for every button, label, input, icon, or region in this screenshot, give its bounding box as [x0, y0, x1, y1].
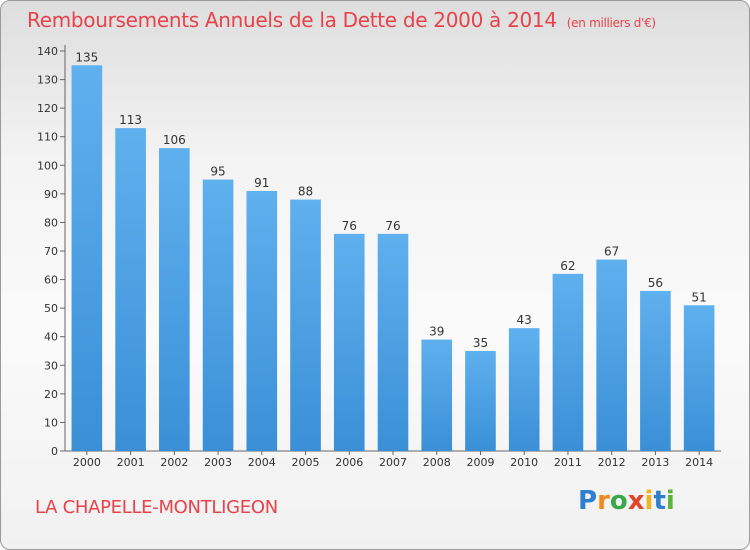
x-tick-label: 2004	[248, 456, 276, 469]
bar	[202, 179, 234, 452]
logo-letter: P	[578, 486, 598, 516]
bar	[71, 65, 103, 452]
x-tick-label: 2001	[117, 456, 145, 469]
y-tick-label: 80	[44, 216, 58, 229]
x-tick-label: 2014	[685, 456, 713, 469]
y-tick-label: 140	[37, 45, 58, 58]
x-tick-label: 2008	[423, 456, 451, 469]
bar	[421, 339, 453, 451]
chart-title-text: Remboursements Annuels de la Dette de 20…	[27, 8, 557, 32]
logo-letter: i	[665, 486, 675, 516]
bar-value-label: 43	[517, 313, 532, 327]
bar	[115, 128, 146, 451]
bar	[596, 259, 627, 451]
y-tick-label: 70	[44, 245, 58, 258]
y-tick-label: 50	[44, 302, 58, 315]
bar	[159, 148, 190, 451]
y-tick-label: 90	[44, 188, 58, 201]
y-tick-label: 10	[44, 416, 58, 429]
y-tick-label: 110	[37, 131, 58, 144]
bar-value-label: 113	[119, 113, 142, 127]
bar	[508, 328, 540, 451]
bar-value-label: 56	[648, 276, 663, 290]
x-tick-label: 2007	[379, 456, 407, 469]
bar-value-label: 106	[163, 133, 186, 147]
bar	[465, 351, 496, 451]
x-tick-label: 2005	[292, 456, 320, 469]
y-tick-label: 20	[44, 388, 58, 401]
logo-letter: r	[597, 486, 610, 516]
bar-value-label: 67	[604, 245, 619, 259]
bar	[377, 233, 409, 451]
bar-value-label: 62	[560, 259, 575, 273]
x-tick-label: 2000	[73, 456, 101, 469]
y-tick-label: 30	[44, 359, 58, 372]
x-tick-label: 2011	[554, 456, 582, 469]
x-tick-label: 2010	[510, 456, 538, 469]
y-tick-label: 60	[44, 274, 58, 287]
bar	[640, 291, 671, 451]
y-tick-label: 0	[51, 445, 58, 458]
x-tick-label: 2003	[204, 456, 232, 469]
bar-value-label: 51	[691, 290, 706, 304]
bar-value-label: 35	[473, 336, 488, 350]
x-tick-label: 2006	[335, 456, 363, 469]
y-tick-label: 100	[37, 159, 58, 172]
chart-title: Remboursements Annuels de la Dette de 20…	[27, 8, 656, 32]
logo-letter: o	[609, 486, 628, 516]
bar-value-label: 39	[429, 325, 444, 339]
bar-value-label: 135	[75, 50, 98, 64]
bar-value-label: 88	[298, 185, 313, 199]
logo-letter: x	[627, 486, 645, 516]
bar-value-label: 76	[385, 219, 400, 233]
x-tick-label: 2013	[641, 456, 669, 469]
city-name: LA CHAPELLE-MONTLIGEON	[35, 497, 278, 518]
logo-letter: t	[653, 486, 666, 516]
x-tick-label: 2009	[466, 456, 494, 469]
chart-subtitle: (en milliers d'€)	[566, 16, 656, 30]
bar-value-label: 76	[342, 219, 357, 233]
bar	[683, 305, 715, 451]
bar	[246, 191, 278, 451]
bar	[290, 199, 321, 451]
x-tick-label: 2012	[598, 456, 626, 469]
bar	[552, 273, 584, 451]
bar-value-label: 91	[254, 176, 269, 190]
bar	[333, 233, 365, 451]
y-tick-label: 120	[37, 102, 58, 115]
logo-letter: i	[644, 486, 654, 516]
bar-value-label: 95	[210, 165, 225, 179]
x-tick-label: 2002	[160, 456, 188, 469]
y-tick-label: 40	[44, 331, 58, 344]
proxiti-logo: Proxiti	[578, 486, 675, 516]
y-tick-label: 130	[37, 74, 58, 87]
